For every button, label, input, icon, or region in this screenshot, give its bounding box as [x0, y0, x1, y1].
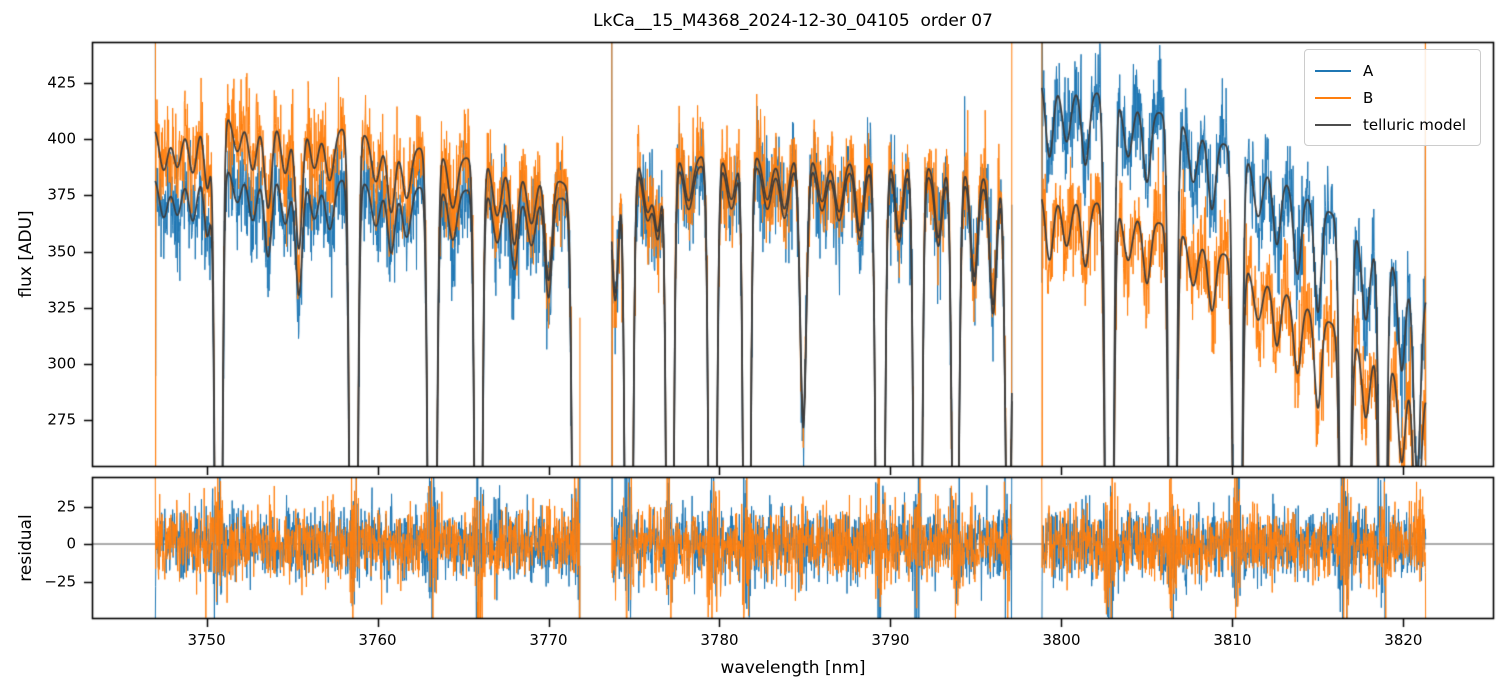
legend-item-2: telluric model: [1315, 111, 1470, 138]
flux-y-tick-label: 375: [47, 185, 76, 204]
residual-y-tick-label: 25: [56, 497, 76, 516]
x-tick-label: 3790: [871, 631, 910, 649]
legend-item-label: A: [1363, 61, 1374, 80]
x-tick-label: 3770: [529, 631, 568, 649]
x-tick-label: 3750: [187, 631, 226, 649]
flux-y-tick-label: 400: [47, 129, 76, 148]
flux-y-tick-label: 325: [47, 298, 76, 317]
legend-item-0: A: [1315, 57, 1470, 84]
x-tick-label: 3760: [358, 631, 397, 649]
legend-line-swatch: [1315, 96, 1351, 99]
flux-y-tick-label: 425: [47, 73, 76, 92]
flux-y-tick-label: 300: [47, 354, 76, 373]
legend-item-label: B: [1363, 88, 1374, 107]
plot-title: LkCa__15_M4368_2024-12-30_04105 order 07: [593, 11, 993, 31]
x-tick-label: 3810: [1213, 631, 1252, 649]
legend-line-swatch: [1315, 69, 1351, 72]
x-tick-label: 3820: [1384, 631, 1423, 649]
flux-y-tick-label: 350: [47, 242, 76, 261]
legend-item-label: telluric model: [1363, 115, 1467, 134]
flux-y-tick-label: 275: [47, 410, 76, 429]
residual-y-tick-label: −25: [44, 572, 76, 590]
x-tick-label: 3800: [1042, 631, 1081, 649]
legend-line-swatch: [1315, 123, 1351, 126]
x-tick-label: 3780: [700, 631, 739, 649]
x-axis-label: wavelength [nm]: [720, 658, 866, 678]
residual-y-tick-label: 0: [66, 534, 76, 553]
legend-item-1: B: [1315, 84, 1470, 111]
